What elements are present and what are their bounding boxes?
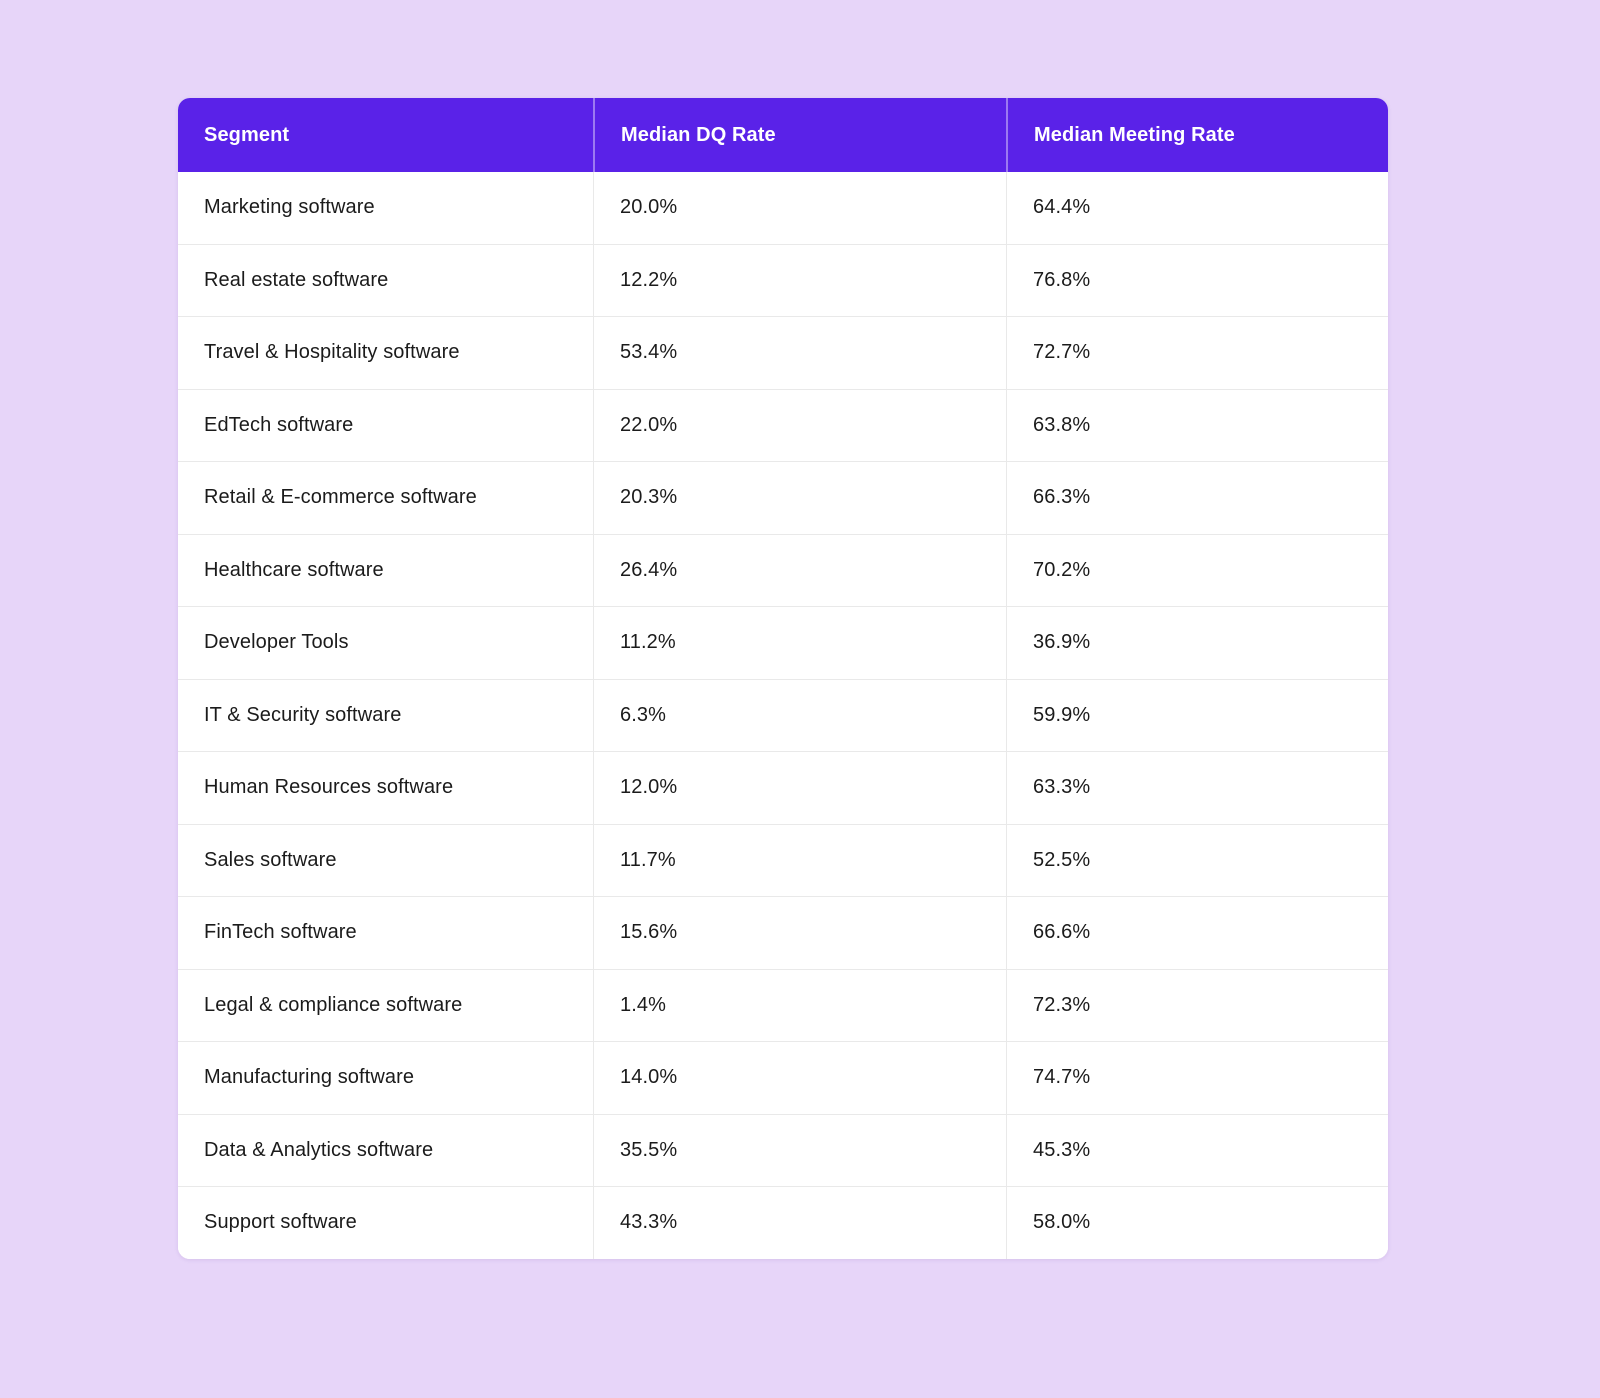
table-row: Support software 43.3% 58.0%: [178, 1186, 1388, 1259]
dq-rate-cell: 12.0%: [593, 752, 1006, 824]
dq-rate-cell: 1.4%: [593, 969, 1006, 1041]
segment-cell: Human Resources software: [204, 776, 454, 799]
table-header-row: Segment Median DQ Rate Median Meeting Ra…: [178, 98, 1388, 172]
meeting-rate-cell: 74.7%: [1006, 1042, 1388, 1114]
dq-rate-cell: 14.0%: [593, 1042, 1006, 1114]
dq-rate-cell: 20.3%: [593, 462, 1006, 534]
segment-cell: Legal & compliance software: [204, 993, 463, 1016]
meeting-rate-cell: 36.9%: [1006, 607, 1388, 679]
segment-cell: FinTech software: [204, 921, 357, 944]
dq-rate-cell: 26.4%: [593, 534, 1006, 606]
meeting-rate-cell: 66.6%: [1006, 897, 1388, 969]
dq-rate-cell: 35.5%: [593, 1114, 1006, 1186]
table-row: Manufacturing software 14.0% 74.7%: [178, 1041, 1388, 1114]
meeting-rate-cell: 58.0%: [1006, 1187, 1388, 1259]
segment-cell: Developer Tools: [204, 631, 349, 654]
dq-rate-cell: 11.2%: [593, 607, 1006, 679]
segment-cell: IT & Security software: [204, 703, 402, 726]
table-row: Legal & compliance software 1.4% 72.3%: [178, 968, 1388, 1041]
segment-cell: Data & Analytics software: [204, 1138, 434, 1161]
table-row: Marketing software 20.0% 64.4%: [178, 172, 1388, 244]
meeting-rate-cell: 72.3%: [1006, 969, 1388, 1041]
table-row: Data & Analytics software 35.5% 45.3%: [178, 1113, 1388, 1186]
column-header-segment: Segment: [204, 123, 290, 146]
segment-cell: EdTech software: [204, 413, 354, 436]
meeting-rate-cell: 63.3%: [1006, 752, 1388, 824]
dq-rate-cell: 20.0%: [593, 172, 1006, 244]
segment-rates-table: Segment Median DQ Rate Median Meeting Ra…: [178, 98, 1388, 1259]
table-row: EdTech software 22.0% 63.8%: [178, 388, 1388, 461]
table-row: Real estate software 12.2% 76.8%: [178, 243, 1388, 316]
column-header-median-meeting-rate: Median Meeting Rate: [1006, 98, 1388, 172]
segment-cell: Support software: [204, 1211, 357, 1234]
meeting-rate-cell: 59.9%: [1006, 679, 1388, 751]
meeting-rate-cell: 76.8%: [1006, 244, 1388, 316]
table-row: IT & Security software 6.3% 59.9%: [178, 678, 1388, 751]
meeting-rate-cell: 45.3%: [1006, 1114, 1388, 1186]
segment-cell: Sales software: [204, 848, 337, 871]
segment-cell: Manufacturing software: [204, 1066, 415, 1089]
meeting-rate-cell: 66.3%: [1006, 462, 1388, 534]
meeting-rate-cell: 52.5%: [1006, 824, 1388, 896]
dq-rate-cell: 22.0%: [593, 389, 1006, 461]
table-row: FinTech software 15.6% 66.6%: [178, 896, 1388, 969]
segment-cell: Marketing software: [204, 196, 375, 219]
dq-rate-cell: 43.3%: [593, 1187, 1006, 1259]
meeting-rate-cell: 63.8%: [1006, 389, 1388, 461]
dq-rate-cell: 11.7%: [593, 824, 1006, 896]
column-header-median-dq-rate: Median DQ Rate: [593, 98, 1006, 172]
table-row: Travel & Hospitality software 53.4% 72.7%: [178, 316, 1388, 389]
table-row: Developer Tools 11.2% 36.9%: [178, 606, 1388, 679]
segment-cell: Real estate software: [204, 268, 389, 291]
meeting-rate-cell: 64.4%: [1006, 172, 1388, 244]
dq-rate-cell: 53.4%: [593, 317, 1006, 389]
dq-rate-cell: 15.6%: [593, 897, 1006, 969]
table-row: Retail & E-commerce software 20.3% 66.3%: [178, 461, 1388, 534]
table-row: Sales software 11.7% 52.5%: [178, 823, 1388, 896]
meeting-rate-cell: 72.7%: [1006, 317, 1388, 389]
segment-cell: Travel & Hospitality software: [204, 341, 460, 364]
table-row: Human Resources software 12.0% 63.3%: [178, 751, 1388, 824]
dq-rate-cell: 6.3%: [593, 679, 1006, 751]
meeting-rate-cell: 70.2%: [1006, 534, 1388, 606]
dq-rate-cell: 12.2%: [593, 244, 1006, 316]
segment-cell: Retail & E-commerce software: [204, 486, 477, 509]
table-body: Marketing software 20.0% 64.4% Real estate …: [178, 172, 1388, 1259]
table-row: Healthcare software 26.4% 70.2%: [178, 533, 1388, 606]
segment-cell: Healthcare software: [204, 558, 384, 581]
